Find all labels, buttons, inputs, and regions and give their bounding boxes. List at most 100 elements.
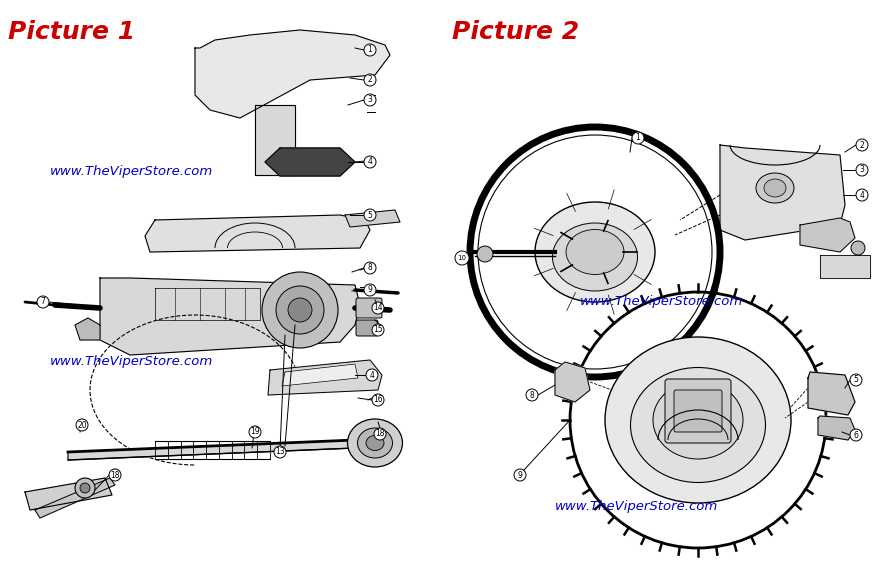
Text: 5: 5 [367,211,372,219]
Text: 2: 2 [860,141,864,150]
Circle shape [374,428,386,440]
Text: 8: 8 [368,263,372,272]
Text: www.TheViperStore.com: www.TheViperStore.com [555,500,718,513]
Circle shape [75,478,95,498]
Text: 15: 15 [373,325,383,334]
Polygon shape [68,440,355,460]
Circle shape [856,164,868,176]
Circle shape [514,469,526,481]
Text: 2: 2 [368,76,372,85]
Text: 4: 4 [370,371,374,380]
FancyBboxPatch shape [674,390,722,432]
Text: www.TheViperStore.com: www.TheViperStore.com [50,355,213,368]
Polygon shape [555,362,590,402]
Circle shape [851,241,865,255]
Text: www.TheViperStore.com: www.TheViperStore.com [50,165,213,178]
Text: 20: 20 [77,420,87,429]
Circle shape [572,294,824,546]
Polygon shape [818,416,855,440]
Circle shape [850,429,862,441]
Polygon shape [720,145,845,240]
Circle shape [372,394,384,406]
Circle shape [475,132,715,372]
FancyBboxPatch shape [356,298,382,318]
Text: 8: 8 [530,390,534,399]
Circle shape [364,262,376,274]
Circle shape [372,302,384,314]
Circle shape [455,251,469,265]
Ellipse shape [756,173,794,203]
Text: 3: 3 [860,166,864,175]
Polygon shape [25,478,112,510]
Text: 9: 9 [367,285,372,294]
Text: www.TheViperStore.com: www.TheViperStore.com [580,295,743,308]
Circle shape [477,246,493,262]
Polygon shape [265,148,355,176]
Ellipse shape [764,179,786,197]
Text: 10: 10 [458,255,467,261]
Polygon shape [35,478,115,518]
FancyBboxPatch shape [356,320,378,336]
Circle shape [288,298,312,322]
Circle shape [76,419,88,431]
Circle shape [856,189,868,201]
Circle shape [37,296,49,308]
Text: 3: 3 [367,95,372,105]
Circle shape [80,483,90,493]
Circle shape [276,286,324,334]
Circle shape [364,209,376,221]
Ellipse shape [552,223,637,291]
Polygon shape [800,218,855,252]
Text: 5: 5 [853,376,859,385]
Circle shape [364,74,376,86]
Circle shape [372,324,384,336]
Ellipse shape [366,436,384,450]
Circle shape [856,139,868,151]
Text: Picture 2: Picture 2 [452,20,579,44]
Circle shape [262,272,338,348]
Ellipse shape [630,367,765,483]
Ellipse shape [348,419,403,467]
Circle shape [850,374,862,386]
Circle shape [364,284,376,296]
Ellipse shape [357,428,393,458]
Polygon shape [268,360,382,395]
Text: 18: 18 [375,429,385,438]
Circle shape [109,469,121,481]
Text: 16: 16 [373,396,383,405]
Text: 19: 19 [250,428,260,437]
Circle shape [364,156,376,168]
Circle shape [364,94,376,106]
FancyBboxPatch shape [665,379,731,443]
Circle shape [274,446,286,458]
Polygon shape [808,372,855,415]
Text: 6: 6 [853,431,859,440]
Circle shape [366,369,378,381]
Polygon shape [75,318,100,340]
Polygon shape [100,278,360,355]
Text: 1: 1 [368,46,372,54]
Text: 7: 7 [41,298,45,306]
Text: 9: 9 [517,471,523,480]
Ellipse shape [566,229,624,275]
Polygon shape [345,210,400,227]
Text: 4: 4 [367,158,372,167]
Circle shape [364,44,376,56]
Polygon shape [195,30,390,118]
Text: 13: 13 [276,447,284,457]
Polygon shape [255,105,295,175]
Ellipse shape [653,381,743,459]
Text: Picture 1: Picture 1 [8,20,135,44]
Circle shape [526,389,538,401]
Text: 4: 4 [860,190,864,199]
Circle shape [632,132,644,144]
Text: 18: 18 [110,471,120,480]
Circle shape [570,292,826,548]
Polygon shape [820,255,870,278]
Ellipse shape [605,337,791,503]
Polygon shape [145,215,370,252]
Polygon shape [282,364,358,386]
Text: 14: 14 [373,303,383,312]
Circle shape [249,426,261,438]
Text: 1: 1 [636,133,640,142]
